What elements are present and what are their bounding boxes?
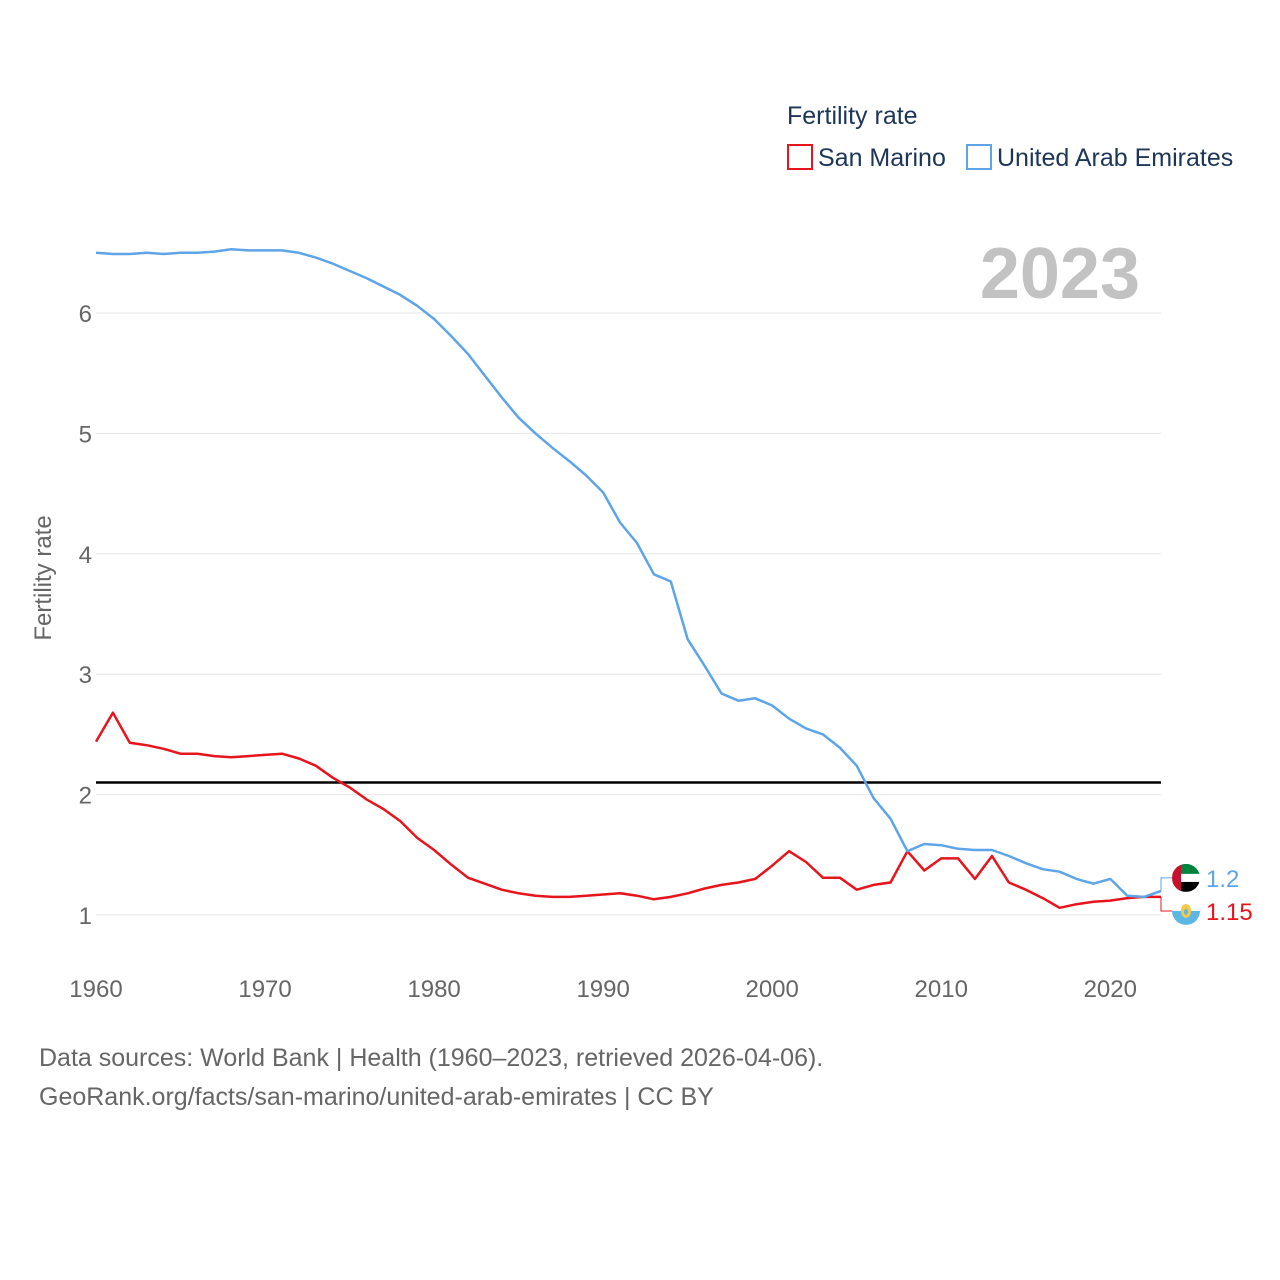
footer-sources: Data sources: World Bank | Health (1960–… <box>39 1044 824 1072</box>
y-tick-3: 3 <box>79 662 92 689</box>
y-tick-2: 2 <box>79 783 92 810</box>
san-marino-flag-icon <box>1172 896 1200 925</box>
series-line-uae[interactable] <box>95 247 1162 899</box>
legend-label-uae: United Arab Emirates <box>997 144 1233 172</box>
y-tick-1: 1 <box>79 903 92 930</box>
gridlines <box>96 312 1161 916</box>
x-tick-2020: 2020 <box>1084 976 1137 1003</box>
legend-title: Fertility rate <box>787 102 918 130</box>
uae-flag-icon <box>1172 863 1200 892</box>
y-tick-4: 4 <box>79 542 92 569</box>
fertility-chart: Fertility rate San Marino United Arab Em… <box>30 102 1253 1003</box>
x-tick-1970: 1970 <box>238 976 291 1003</box>
legend-swatch-san-marino <box>787 144 813 170</box>
year-label: 2023 <box>980 234 1140 314</box>
y-tick-5: 5 <box>79 421 92 448</box>
series-lines <box>94 247 1162 910</box>
x-tick-1960: 1960 <box>69 976 122 1003</box>
san-marino-end-connector <box>1160 896 1172 912</box>
uae-end-value: 1.2 <box>1206 866 1239 893</box>
x-tick-1990: 1990 <box>576 976 629 1003</box>
y-tick-labels: 1 2 3 4 5 6 <box>79 301 92 930</box>
legend-label-san-marino: San Marino <box>818 144 946 172</box>
legend-item-uae[interactable]: United Arab Emirates <box>966 144 1233 172</box>
legend-item-san-marino[interactable]: San Marino <box>787 144 946 172</box>
x-tick-2000: 2000 <box>745 976 798 1003</box>
x-tick-2010: 2010 <box>915 976 968 1003</box>
end-labels: 1.2 1.15 <box>1160 866 1253 926</box>
y-tick-6: 6 <box>79 301 92 328</box>
uae-end-connector <box>1160 877 1172 891</box>
y-axis-label: Fertility rate <box>30 515 57 640</box>
series-line-san-marino[interactable] <box>94 711 1161 910</box>
footer-link[interactable]: GeoRank.org/facts/san-marino/united-arab… <box>39 1083 714 1111</box>
san-marino-end-value: 1.15 <box>1206 899 1253 926</box>
x-tick-1980: 1980 <box>407 976 460 1003</box>
x-tick-labels: 1960 1970 1980 1990 2000 2010 2020 <box>69 976 1137 1003</box>
legend-swatch-uae <box>966 144 992 170</box>
